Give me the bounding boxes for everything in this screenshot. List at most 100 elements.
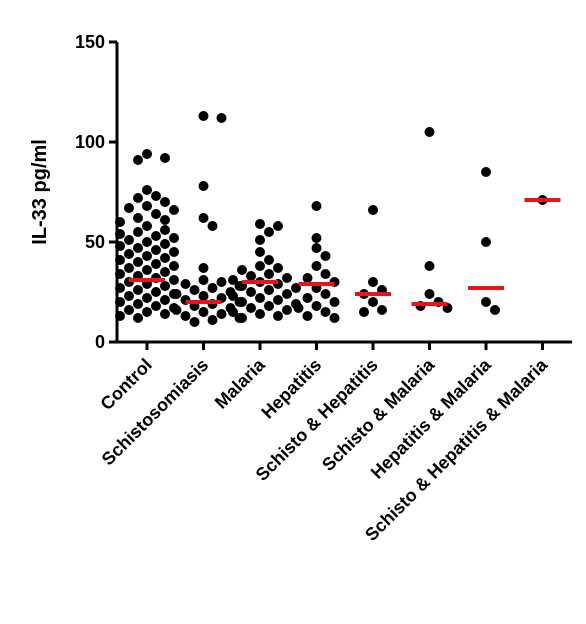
data-point	[311, 201, 322, 211]
data-point	[377, 305, 387, 315]
data-point	[189, 285, 200, 295]
x-axis: ControlSchistosomiasisMalariaHepatitisSc…	[96, 340, 572, 545]
data-point	[115, 241, 125, 251]
data-point	[133, 285, 143, 295]
data-point	[264, 255, 274, 265]
data-point	[228, 275, 238, 285]
data-point	[115, 229, 125, 239]
data-point	[246, 287, 256, 297]
data-point	[151, 209, 161, 219]
data-point	[169, 275, 179, 285]
data-point	[216, 277, 227, 287]
data-point	[133, 299, 143, 309]
x-category-label: Schistosomiasis	[98, 355, 213, 470]
data-point	[481, 237, 491, 247]
data-point	[160, 225, 170, 235]
data-point	[169, 233, 179, 243]
data-point	[264, 227, 274, 237]
data-point	[198, 111, 209, 121]
data-point	[424, 127, 435, 137]
data-point	[481, 167, 491, 177]
data-point	[142, 251, 152, 261]
data-point	[160, 295, 170, 305]
data-point	[302, 293, 313, 303]
data-point	[359, 307, 369, 317]
data-point	[311, 233, 322, 243]
data-point	[133, 193, 143, 203]
data-point	[124, 203, 134, 213]
data-point	[133, 227, 143, 237]
data-points	[115, 111, 548, 327]
data-point	[255, 219, 265, 229]
data-point	[424, 289, 435, 299]
data-point	[246, 271, 256, 281]
data-point	[311, 243, 322, 253]
data-point	[133, 257, 143, 267]
data-point	[124, 291, 134, 301]
data-point	[273, 311, 283, 321]
data-point	[273, 295, 283, 305]
data-point	[160, 267, 170, 277]
data-point	[151, 245, 161, 255]
data-point	[115, 283, 125, 293]
data-point	[142, 221, 152, 231]
data-point	[368, 277, 378, 287]
data-point	[198, 275, 209, 285]
data-point	[169, 205, 179, 215]
data-point	[124, 235, 134, 245]
data-point	[255, 247, 265, 257]
data-point	[273, 263, 283, 273]
data-point	[133, 213, 143, 223]
data-point	[207, 221, 218, 231]
y-tick-label: 100	[75, 132, 105, 152]
data-point	[142, 149, 152, 159]
data-point	[264, 285, 274, 295]
data-point	[124, 263, 134, 273]
data-point	[424, 261, 435, 271]
data-point	[320, 307, 331, 317]
data-point	[311, 301, 322, 311]
data-point	[142, 185, 152, 195]
data-point	[124, 305, 134, 315]
data-point	[115, 217, 125, 227]
data-point	[180, 279, 191, 289]
data-point	[282, 273, 292, 283]
data-point	[160, 281, 170, 291]
data-point	[142, 237, 152, 247]
data-point	[329, 313, 340, 323]
data-point	[237, 297, 247, 307]
data-point	[160, 253, 170, 263]
data-point	[198, 307, 209, 317]
data-point	[255, 261, 265, 271]
data-point	[124, 249, 134, 259]
data-point	[264, 269, 274, 279]
data-point	[142, 265, 152, 275]
data-point	[171, 289, 182, 299]
y-tick-label: 50	[85, 232, 105, 252]
data-point	[115, 255, 125, 265]
data-point	[264, 301, 274, 311]
data-point	[311, 261, 322, 271]
data-point	[198, 263, 209, 273]
data-point	[151, 301, 161, 311]
data-point	[169, 247, 179, 257]
data-point	[180, 311, 191, 321]
data-point	[142, 201, 152, 211]
data-point	[368, 297, 378, 307]
data-point	[160, 239, 170, 249]
data-point	[207, 315, 218, 325]
y-axis: 0 50 100 150	[75, 32, 119, 352]
data-point	[115, 311, 125, 321]
data-point	[282, 305, 292, 315]
data-point	[207, 283, 218, 293]
data-point	[320, 251, 331, 261]
data-point	[320, 289, 331, 299]
data-point	[237, 313, 247, 323]
data-point	[151, 191, 161, 201]
data-point	[198, 213, 209, 223]
data-point	[293, 303, 304, 313]
data-point	[490, 305, 500, 315]
data-point	[255, 235, 265, 245]
data-point	[151, 287, 161, 297]
